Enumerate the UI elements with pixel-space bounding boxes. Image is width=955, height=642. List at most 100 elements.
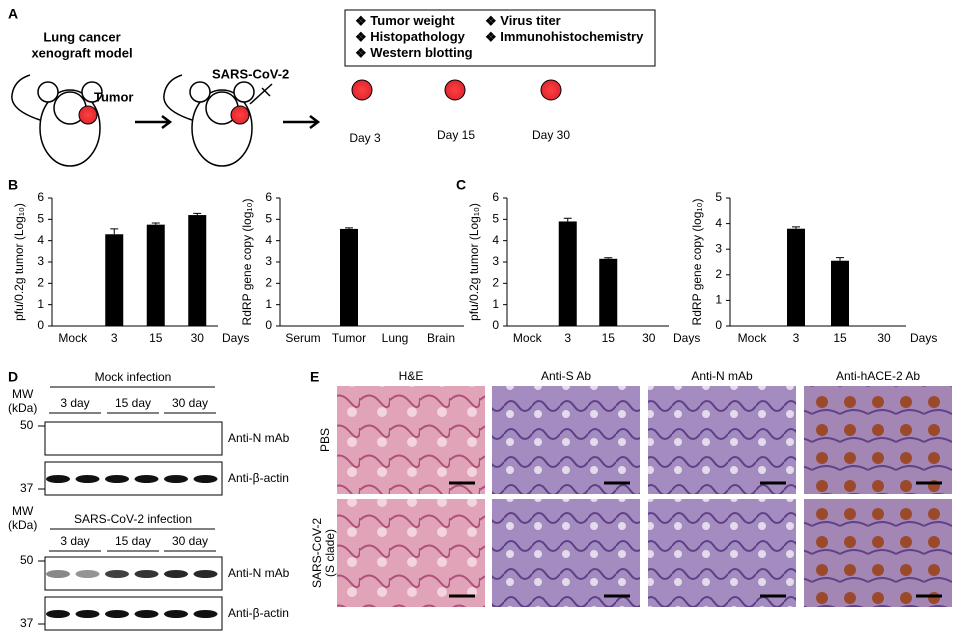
antibody-label: Anti-β-actin xyxy=(228,606,289,620)
band xyxy=(164,570,188,578)
panel-letter: A xyxy=(8,6,18,22)
error-bar xyxy=(563,217,572,222)
y-tick-label: 5 xyxy=(265,212,272,226)
y-tick-label: 3 xyxy=(715,241,722,255)
panel-letter: C xyxy=(456,177,466,193)
y-tick-label: 4 xyxy=(492,233,499,247)
arrow xyxy=(283,115,321,129)
y-tick-label: 3 xyxy=(492,254,499,268)
mw-label: MW xyxy=(12,387,34,401)
bar xyxy=(599,258,618,326)
column-label: Anti-hACE-2 Ab xyxy=(836,369,920,383)
band xyxy=(46,570,70,578)
model-label: xenograft model xyxy=(31,45,132,60)
y-tick-label: 6 xyxy=(37,190,44,204)
antibody-label: Anti-β-actin xyxy=(228,471,289,485)
histology-image xyxy=(337,499,485,607)
x-axis-label: Days xyxy=(673,331,700,345)
band xyxy=(105,610,129,618)
row-label: SARS-CoV-2 xyxy=(310,518,324,588)
x-axis-label: Days xyxy=(910,331,937,345)
error-bar xyxy=(110,228,119,235)
blot xyxy=(44,461,223,496)
x-tick-label: Mock xyxy=(58,331,88,345)
x-tick-label: 30 xyxy=(642,331,656,345)
bar xyxy=(831,260,849,326)
row-label: (S clade) xyxy=(323,529,337,577)
bar xyxy=(188,215,207,326)
histology-image xyxy=(804,499,952,607)
band xyxy=(193,475,218,483)
band xyxy=(46,610,70,618)
x-tick-label: Mock xyxy=(738,331,768,345)
histology-image xyxy=(492,386,640,494)
day-label: 30 day xyxy=(172,396,208,410)
y-tick-label: 6 xyxy=(265,190,272,204)
mw-marker: 37 xyxy=(20,616,34,630)
band xyxy=(134,610,159,618)
y-tick-label: 2 xyxy=(265,276,272,290)
y-tick-label: 1 xyxy=(715,293,722,307)
y-tick-label: 0 xyxy=(265,318,272,332)
tumor-dot xyxy=(230,105,250,125)
band xyxy=(105,475,129,483)
tumor-dot xyxy=(540,79,562,101)
x-tick-label: 15 xyxy=(833,331,847,345)
x-tick-label: 15 xyxy=(602,331,616,345)
band xyxy=(134,570,159,578)
antibody-label: Anti-N mAb xyxy=(228,566,290,580)
error-bar xyxy=(604,257,613,259)
virus-label: SARS-CoV-2 xyxy=(212,66,289,81)
column-label: H&E xyxy=(399,369,424,383)
tumor-dot xyxy=(78,105,98,125)
y-tick-label: 0 xyxy=(715,318,722,332)
y-axis-label: pfu/0.2g tumor (Log₁₀) xyxy=(467,203,481,321)
day-label: 15 day xyxy=(115,396,151,410)
mw-marker: 50 xyxy=(20,553,34,567)
mw-label: (kDa) xyxy=(8,401,37,415)
day-label: Day 30 xyxy=(532,128,570,142)
panel-letter: B xyxy=(8,177,18,193)
x-tick-label: Lung xyxy=(382,331,409,345)
y-tick-label: 5 xyxy=(715,190,722,204)
mouse xyxy=(163,74,273,167)
y-tick-label: 2 xyxy=(492,276,499,290)
bar xyxy=(146,224,165,326)
day-label: 15 day xyxy=(115,534,151,548)
histology-image xyxy=(492,499,640,607)
box-item: ❖ Histopathology xyxy=(355,29,466,44)
analysis-box xyxy=(344,9,656,67)
band xyxy=(164,610,188,618)
histology-image xyxy=(804,386,952,494)
bar xyxy=(558,221,577,326)
y-tick-label: 3 xyxy=(37,254,44,268)
x-tick-label: Brain xyxy=(427,331,455,345)
histology-image xyxy=(648,386,796,494)
mw-label: (kDa) xyxy=(8,518,37,532)
band xyxy=(164,475,188,483)
band xyxy=(193,570,218,578)
band xyxy=(134,475,159,483)
x-axis-label: Days xyxy=(222,331,249,345)
error-bar xyxy=(151,222,160,225)
tumor-dot xyxy=(351,79,373,101)
bar xyxy=(787,228,805,326)
y-tick-label: 0 xyxy=(492,318,499,332)
box-item: ❖ Virus titer xyxy=(485,13,561,28)
x-tick-label: 3 xyxy=(111,331,118,345)
x-tick-label: Mock xyxy=(513,331,543,345)
blot xyxy=(44,596,223,631)
panel-letter: E xyxy=(310,369,319,385)
tumor-dot xyxy=(444,79,466,101)
band xyxy=(193,610,218,618)
box-item: ❖ Western blotting xyxy=(355,45,473,60)
y-tick-label: 3 xyxy=(265,254,272,268)
y-tick-label: 6 xyxy=(492,190,499,204)
column-label: Anti-N mAb xyxy=(691,369,753,383)
x-tick-label: Serum xyxy=(285,331,320,345)
blot-header: SARS-CoV-2 infection xyxy=(74,512,192,526)
band xyxy=(46,475,70,483)
day-label: 3 day xyxy=(60,396,89,410)
